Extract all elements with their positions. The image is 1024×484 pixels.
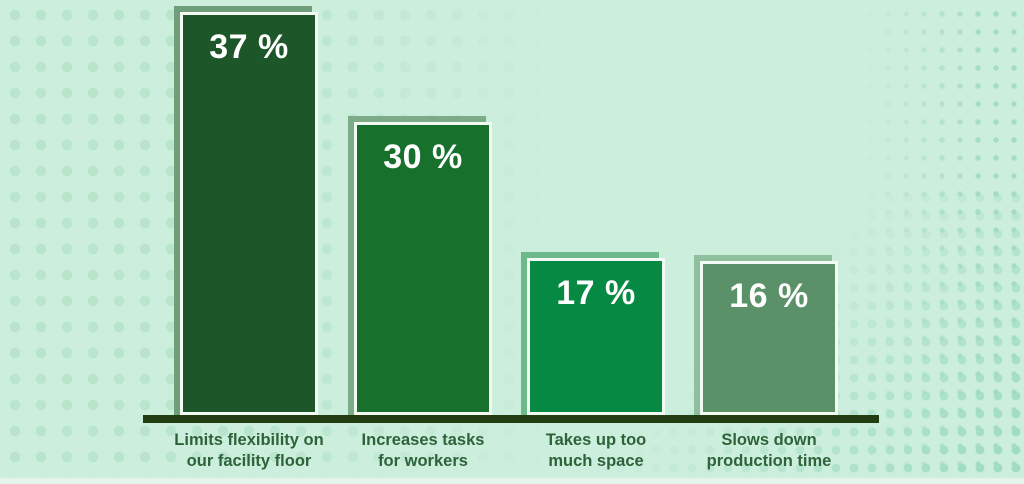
category-label-increases-tasks: Increases tasks for workers [313,430,533,472]
value-label: 30 % [383,138,463,176]
value-label: 16 % [729,277,809,315]
x-axis-line [143,415,879,423]
category-label-line: for workers [378,452,468,470]
category-label-line: Limits flexibility on [174,431,324,449]
bar-30-percent: 30 % [354,122,492,415]
bar-group-takes-up-space: 17 % [521,252,665,415]
bar-group-limits-flexibility: 37 % [174,6,318,415]
bar-group-slows-production: 16 % [694,255,838,415]
category-label-limits-flexibility: Limits flexibility on our facility floor [139,430,359,472]
category-label-line: Increases tasks [361,431,485,449]
value-label: 17 % [556,274,636,312]
bar-37-percent: 37 % [180,12,318,415]
category-label-takes-up-space: Takes up too much space [486,430,706,472]
category-label-line: production time [706,452,832,470]
bar-16-percent: 16 % [700,261,838,415]
category-label-line: Slows down [721,431,817,449]
category-label-line: much space [548,452,644,470]
category-label-line: our facility floor [186,452,312,470]
value-label: 37 % [209,28,289,66]
category-label-slows-production: Slows down production time [659,430,879,472]
bar-17-percent: 17 % [527,258,665,415]
category-label-line: Takes up too [545,431,647,449]
bar-group-increases-tasks: 30 % [348,116,492,415]
bottom-edge-strip [0,478,1024,484]
